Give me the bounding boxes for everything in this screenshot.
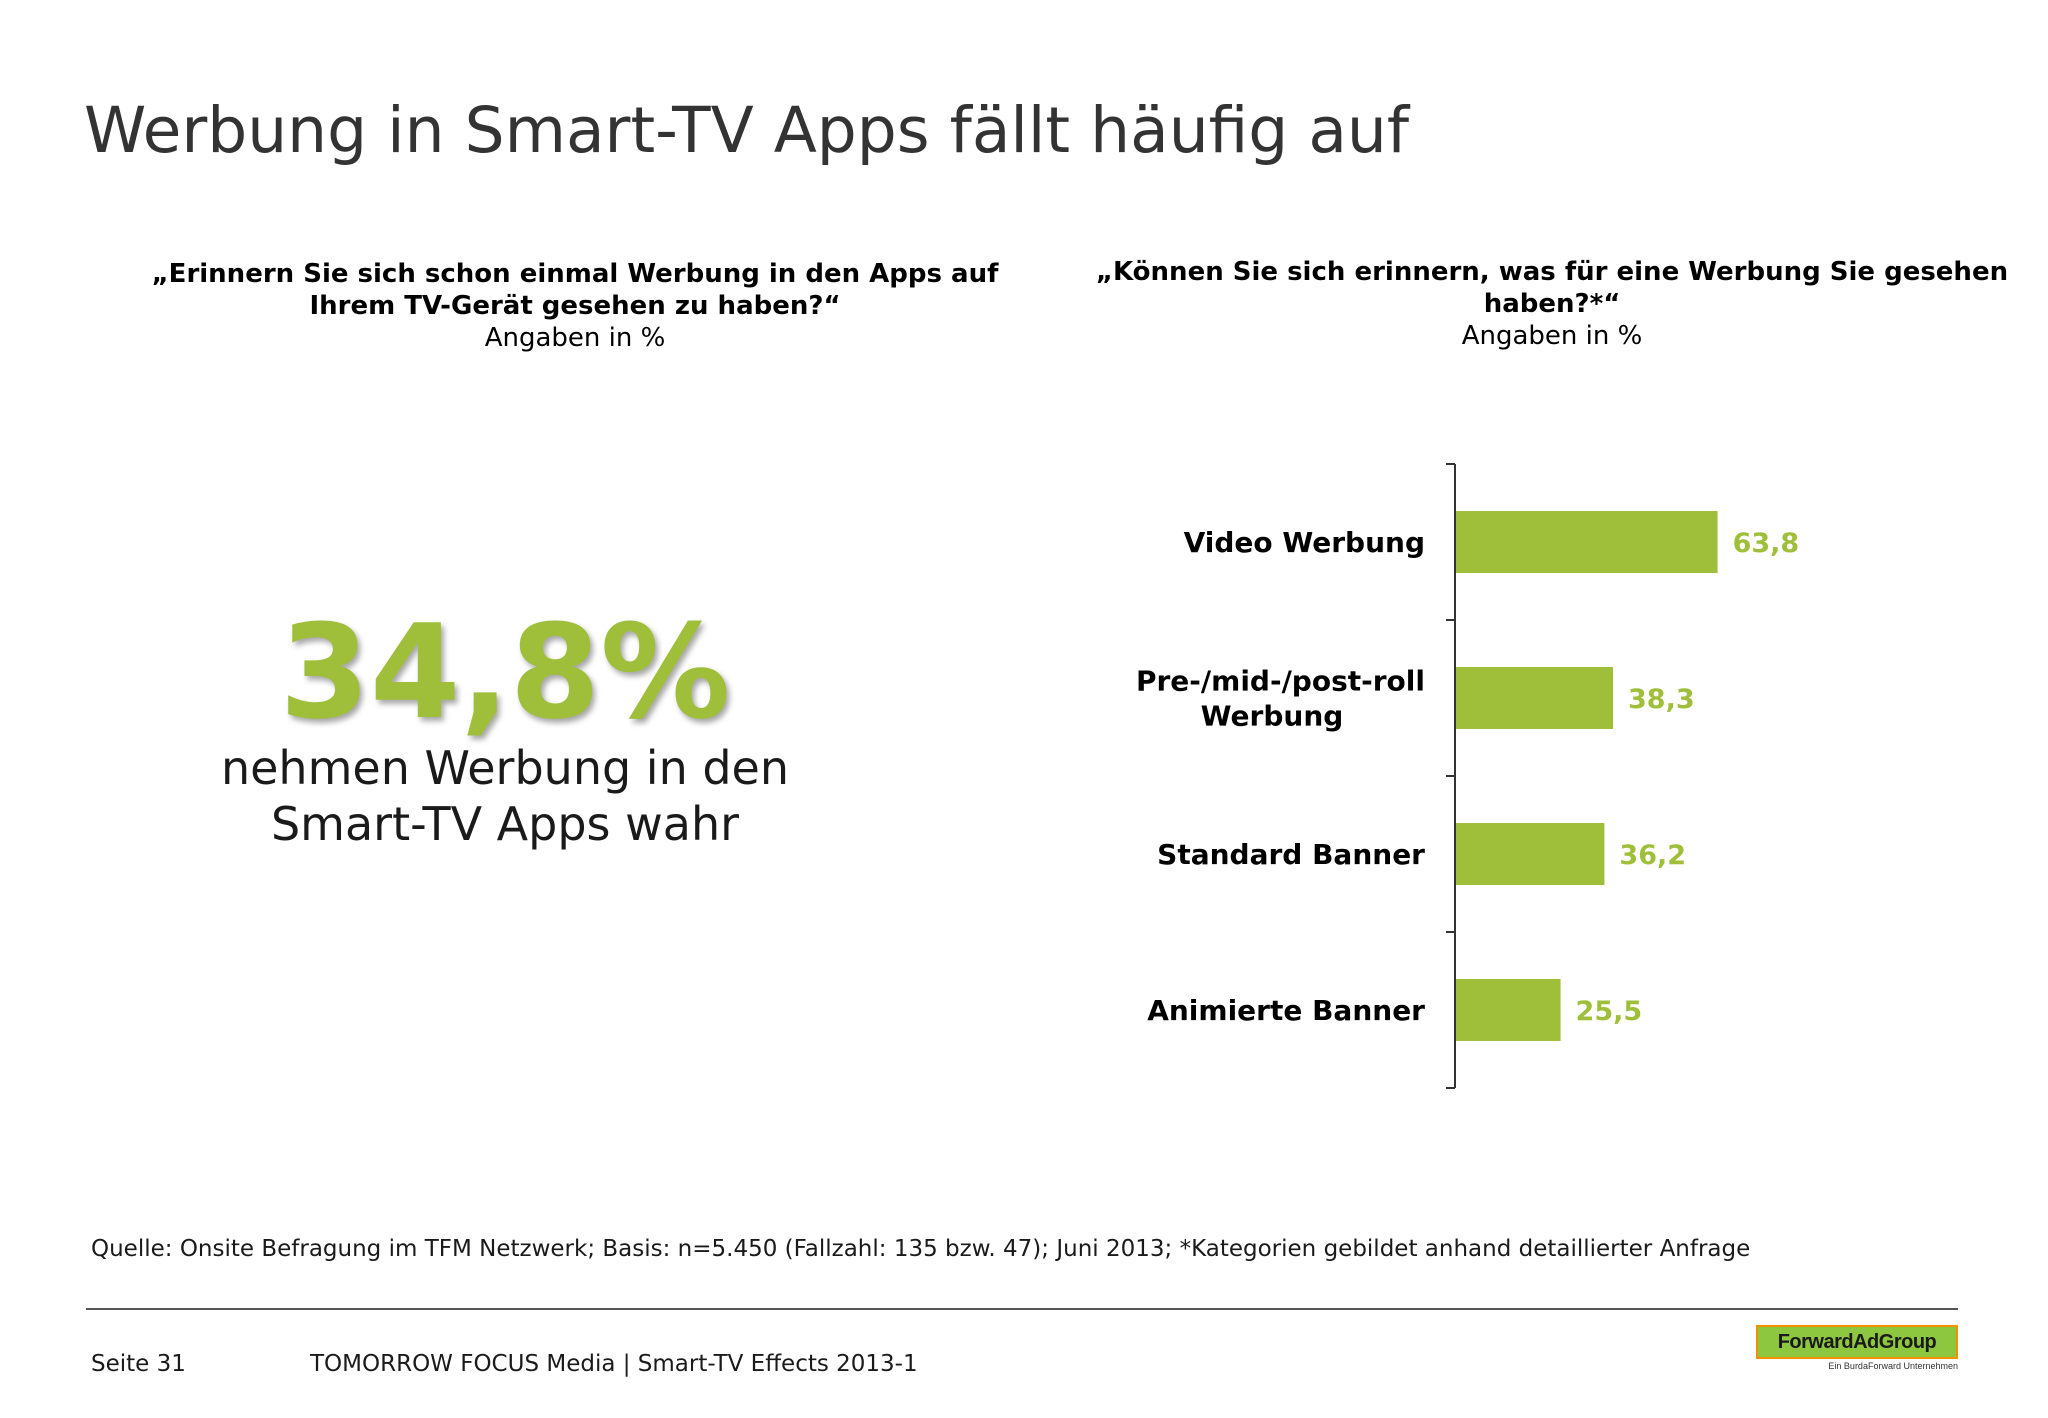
chart-bar <box>1456 823 1605 885</box>
chart-category-label: Animierte Banner <box>1147 994 1425 1027</box>
chart-value-label: 36,2 <box>1619 840 1686 871</box>
ad-type-bar-chart: 63,8 Video Werbung 38,3 Pre-/mid-/post-roll… <box>1136 463 1800 1089</box>
chart-value-label: 38,3 <box>1628 684 1695 715</box>
page-title: Werbung in Smart-TV Apps fällt häufig au… <box>84 94 1410 167</box>
key-figure: 34,8% <box>279 596 731 748</box>
footer-brand: TOMORROW FOCUS Media | Smart-TV Effects … <box>310 1351 918 1377</box>
logo-tagline: Ein BurdaForward Unternehmen <box>1828 1361 1958 1371</box>
source-note: Quelle: Onsite Befragung im TFM Netzwerk… <box>91 1236 1751 1262</box>
chart-bar <box>1456 667 1614 729</box>
left-question: „Erinnern Sie sich schon einmal Werbung … <box>151 259 999 321</box>
chart-bar <box>1456 979 1561 1041</box>
right-unit-note: Angaben in % <box>1461 321 1643 351</box>
chart-category-label: Standard Banner <box>1157 838 1425 871</box>
chart-category-label: Werbung <box>1201 700 1344 733</box>
chart-category-label: Pre-/mid-/post-roll <box>1136 665 1425 698</box>
footer-divider <box>86 1308 1958 1310</box>
forwardadgroup-logo: ForwardAdGroup Ein BurdaForward Unterneh… <box>1756 1325 1958 1371</box>
key-figure-caption: nehmen Werbung in den Smart-TV Apps wahr <box>220 741 790 851</box>
chart-value-label: 25,5 <box>1576 996 1643 1027</box>
logo-wordmark: ForwardAdGroup <box>1756 1325 1958 1359</box>
left-question-block: „Erinnern Sie sich schon einmal Werbung … <box>110 258 1040 354</box>
right-question: „Können Sie sich erinnern, was für eine … <box>1095 257 2009 319</box>
page-number: Seite 31 <box>91 1351 186 1377</box>
left-unit-note: Angaben in % <box>484 323 666 353</box>
right-question-block: „Können Sie sich erinnern, was für eine … <box>1082 256 2022 352</box>
chart-category-label: Video Werbung <box>1184 526 1425 559</box>
chart-bar <box>1456 511 1718 573</box>
chart-value-label: 63,8 <box>1733 528 1800 559</box>
